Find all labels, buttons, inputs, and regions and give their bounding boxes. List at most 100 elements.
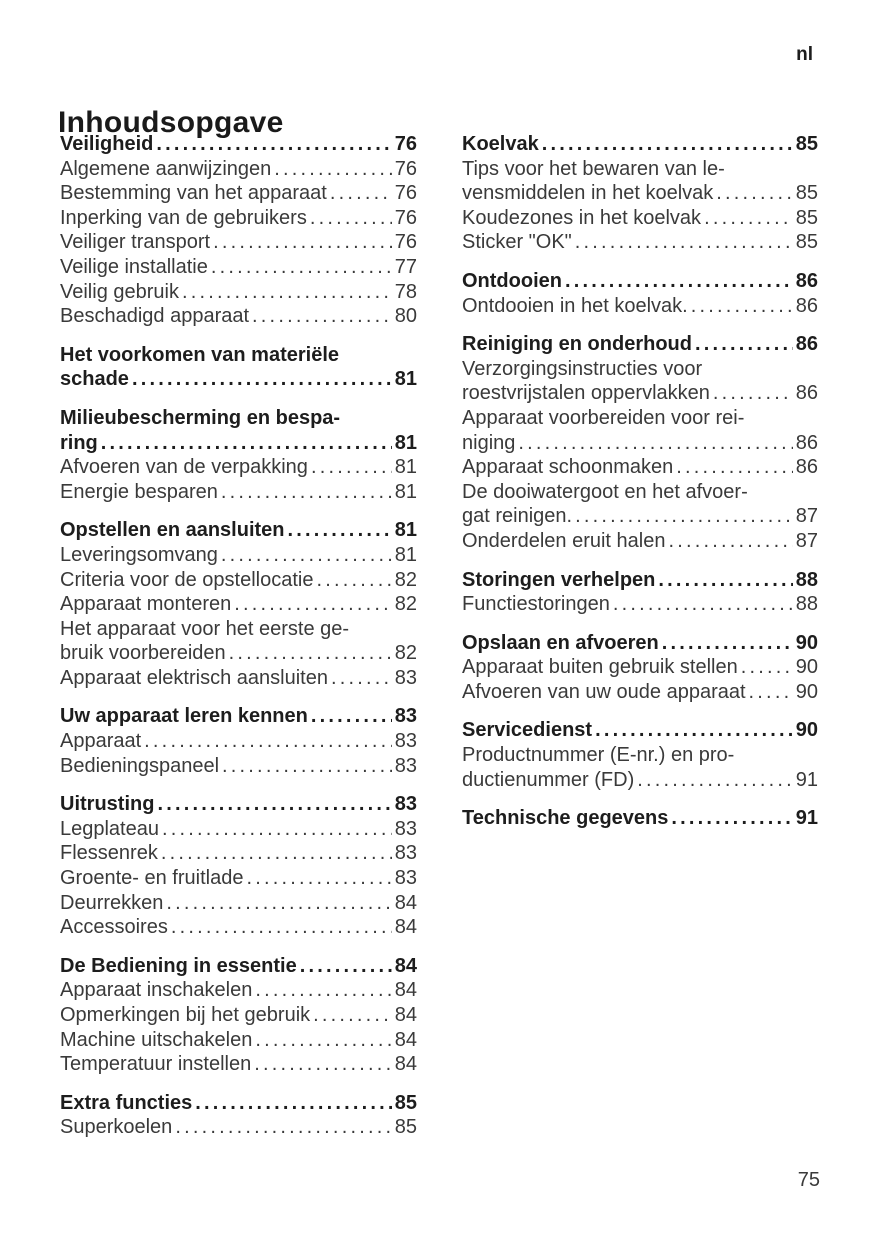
entry-label-line: Milieubescherming en bespa- (60, 406, 341, 429)
entry-label: Veilig gebruik (60, 280, 179, 303)
dot-leader: ........................................… (541, 133, 793, 155)
entry-label: Veiliger transport (60, 231, 211, 254)
entry-dot-row: Inperking van de gebruikers.............… (60, 206, 417, 231)
entry-dot-row: Veiliger transport......................… (60, 230, 417, 255)
entry-page-number: 84 (394, 979, 417, 1002)
toc-entry: Beschadigd apparaat.....................… (60, 304, 417, 329)
dot-leader: ........................................… (661, 631, 793, 654)
entry-dot-row: Opstellen en aansluiten.................… (60, 518, 417, 543)
toc-entry: Onderdelen eruit halen..................… (462, 529, 818, 554)
dot-leader: ........................................… (690, 294, 793, 317)
toc-entry-heading: Technische gegevens.....................… (462, 806, 818, 831)
entry-label: Veilige installatie (60, 255, 208, 278)
dot-leader: ........................................… (309, 206, 392, 229)
entry-label: De Bediening in essentie (60, 954, 297, 977)
dot-leader: ........................................… (222, 754, 392, 777)
entry-dot-row: Veilige installatie.....................… (60, 255, 417, 280)
entry-dot-row: ring....................................… (60, 431, 417, 456)
entry-label: Apparaat elektrisch aansluiten (60, 666, 328, 689)
entry-dot-row: Technische gegevens.....................… (462, 806, 818, 831)
entry-page-number: 76 (394, 133, 417, 155)
entry-dot-row: ductienummer (FD).......................… (462, 768, 818, 793)
entry-page-number: 85 (795, 206, 818, 229)
toc-entry: Opmerkingen bij het gebruik.............… (60, 1003, 417, 1028)
entry-page-number: 84 (394, 954, 417, 977)
dot-leader: ........................................… (313, 1004, 392, 1026)
toc-entry-heading: Reiniging en onderhoud..................… (462, 332, 818, 357)
entry-label: Bestemming van het apparaat (60, 182, 327, 205)
entry-label: Deurrekken (60, 891, 164, 914)
entry-page-number: 81 (394, 368, 417, 391)
entry-dot-row: Energie besparen........................… (60, 480, 417, 505)
entry-label: Servicedienst (462, 719, 593, 742)
toc-entry-heading: Ontdooien...............................… (462, 269, 818, 294)
entry-label: Legplateau (60, 817, 159, 840)
toc-entry: Productnummer (E-nr.) en pro-ductienumme… (462, 743, 818, 792)
entry-dot-row: Deurrekken..............................… (60, 891, 417, 916)
entry-label: vensmiddelen in het koelvak (462, 182, 714, 205)
toc-entry-heading: Servicedienst...........................… (462, 718, 818, 743)
entry-page-number: 83 (394, 705, 417, 728)
entry-label-line: Apparaat voorbereiden voor rei- (462, 406, 745, 429)
entry-label: Energie besparen (60, 480, 218, 503)
entry-label: Opslaan en afvoeren (462, 631, 659, 654)
entry-label: Onderdelen eruit halen (462, 529, 666, 552)
entry-page-number: 86 (795, 333, 818, 356)
entry-page-number: 83 (394, 666, 417, 689)
dot-leader: ........................................… (210, 255, 392, 278)
dot-leader: ........................................… (310, 456, 392, 479)
entry-page-number: 86 (795, 294, 818, 317)
dot-leader: ........................................… (170, 916, 392, 939)
entry-dot-row: bruik voorbereiden......................… (60, 641, 417, 666)
entry-label: Ontdooien in het koelvak. (462, 294, 688, 317)
toc-entry: Veilig gebruik..........................… (60, 280, 417, 305)
entry-label: schade (60, 368, 129, 391)
toc-entry: De dooiwatergoot en het afvoer-gat reini… (462, 480, 818, 529)
toc-entry-heading: Extra functies..........................… (60, 1091, 417, 1116)
dot-leader: ........................................… (213, 231, 392, 254)
entry-page-number: 81 (394, 480, 417, 503)
toc-group: Reiniging en onderhoud..................… (462, 332, 818, 553)
entry-label: Afvoeren van de verpakking (60, 456, 308, 479)
toc-entry: Verzorgingsinstructies voor roestvrijstal… (462, 357, 818, 406)
toc-entry-heading: Uitrusting..............................… (60, 792, 417, 817)
entry-page-number: 76 (394, 206, 417, 229)
dot-leader: ........................................… (255, 1028, 392, 1051)
entry-page-number: 85 (394, 1116, 417, 1139)
dot-leader: ........................................… (181, 280, 392, 303)
toc-entry-heading: Opslaan en afvoeren.....................… (462, 631, 818, 656)
dot-leader: ........................................… (220, 543, 392, 566)
toc-entry: Inperking van de gebruikers.............… (60, 206, 417, 231)
entry-page-number: 90 (795, 680, 818, 703)
dot-leader: ........................................… (175, 1116, 391, 1139)
entry-page-number: 85 (795, 231, 818, 254)
entry-label: gat reinigen. (462, 505, 573, 528)
dot-leader: ........................................… (676, 456, 793, 479)
toc-entry: Sticker "OK"............................… (462, 230, 818, 255)
entry-label: Ontdooien (462, 269, 562, 292)
toc-entry: Superkoelen.............................… (60, 1115, 417, 1140)
dot-leader: ........................................… (716, 182, 792, 205)
entry-page-number: 91 (795, 768, 818, 791)
entry-page-number: 83 (394, 842, 417, 865)
dot-leader: ........................................… (704, 206, 793, 229)
entry-page-number: 91 (795, 807, 818, 830)
entry-dot-row: Koelvak.................................… (462, 132, 818, 157)
entry-label: Bedieningspaneel (60, 754, 220, 777)
entry-label: Functiestoringen (462, 593, 610, 616)
entry-label: Flessenrek (60, 842, 158, 865)
entry-page-number: 81 (394, 519, 417, 542)
entry-dot-row: Uw apparaat leren kennen................… (60, 704, 417, 729)
toc-entry-heading: Het voorkomen van materiële schade.......… (60, 343, 417, 392)
toc-entry: Deurrekken..............................… (60, 891, 417, 916)
entry-dot-row: Apparaat buiten gebruik stellen.........… (462, 655, 818, 680)
entry-label: Apparaat monteren (60, 593, 232, 616)
entry-dot-row: Ontdooien in het koelvak................… (462, 294, 818, 319)
toc-entry: Legplateau..............................… (60, 817, 417, 842)
entry-label: Machine uitschakelen (60, 1028, 253, 1051)
dot-leader: ........................................… (564, 269, 793, 292)
toc-entry: Apparaat schoonmaken....................… (462, 455, 818, 480)
toc-entry: Leveringsomvang.........................… (60, 543, 417, 568)
dot-leader: ........................................… (740, 656, 793, 679)
entry-page-number: 90 (795, 656, 818, 679)
